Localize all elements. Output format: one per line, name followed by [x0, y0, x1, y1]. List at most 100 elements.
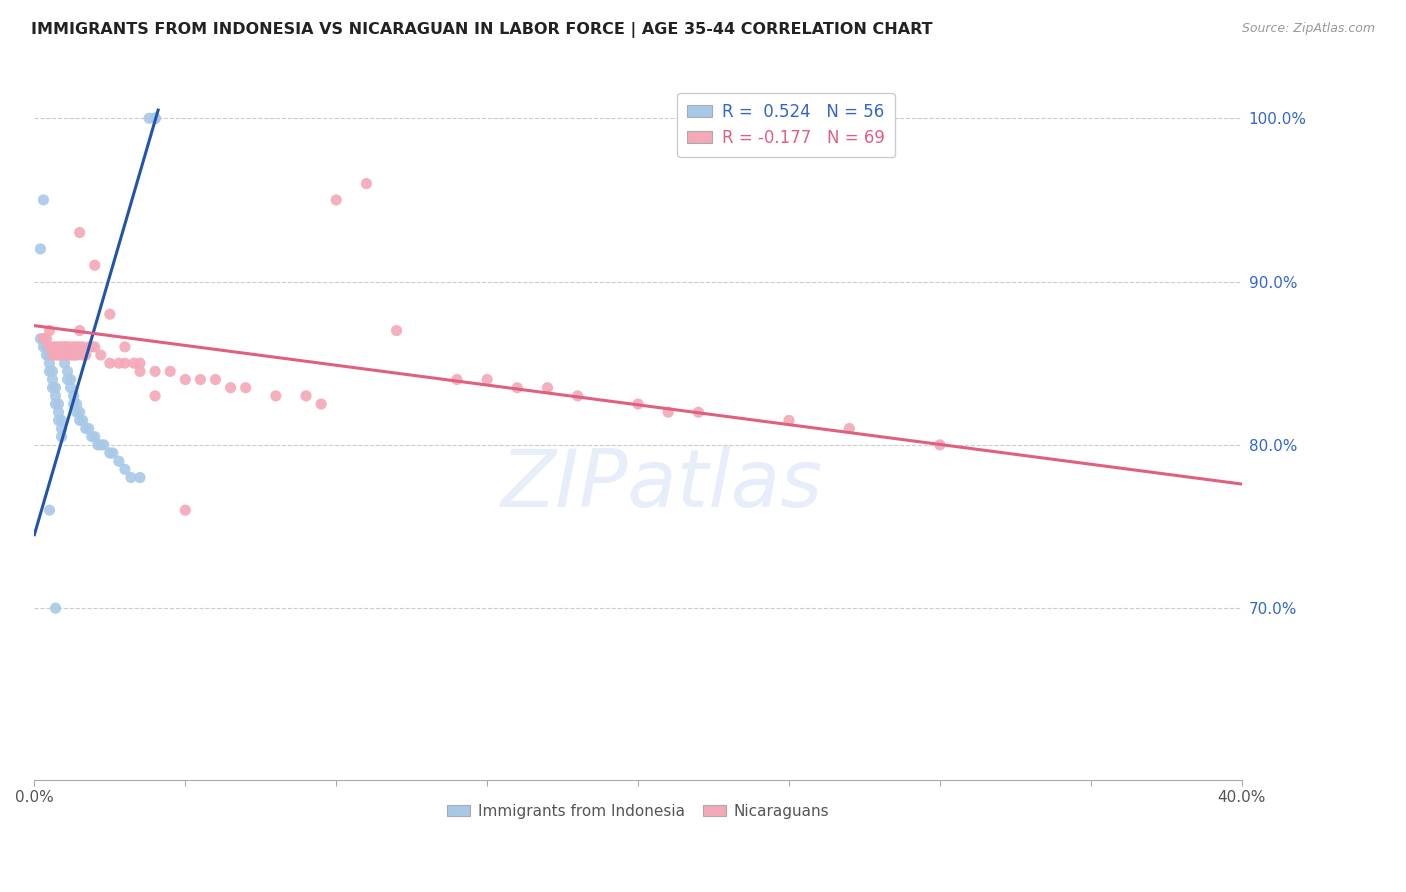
Point [35, 340, 58, 354]
Point [80, 430, 103, 444]
Point [69, 405, 91, 419]
Point [53, 340, 76, 354]
Point [235, 381, 257, 395]
Point [69, 413, 91, 427]
Point [41, 348, 63, 362]
Point [114, 462, 136, 476]
Point [41, 340, 63, 354]
Point [325, 193, 347, 207]
Point [51, 348, 73, 362]
Point [66, 348, 89, 362]
Point [59, 381, 82, 395]
Point [219, 381, 242, 395]
Point [90, 348, 112, 362]
Point [53, 348, 76, 362]
Point [32, 193, 55, 207]
Point [38, 503, 60, 517]
Point [32, 332, 55, 346]
Point [35, 332, 58, 346]
Point [59, 340, 82, 354]
Point [138, 112, 160, 126]
Point [48, 405, 70, 419]
Point [53, 356, 76, 370]
Point [62, 389, 84, 403]
Point [62, 397, 84, 411]
Point [44, 340, 66, 354]
Point [38, 340, 60, 354]
Point [80, 340, 103, 354]
Point [38, 364, 60, 378]
Point [506, 381, 529, 395]
Point [38, 356, 60, 370]
Point [56, 372, 79, 386]
Point [928, 438, 950, 452]
Point [174, 503, 197, 517]
Point [129, 356, 152, 370]
Point [122, 356, 145, 370]
Point [77, 421, 100, 435]
Point [30, 242, 52, 256]
Point [129, 364, 152, 378]
Point [51, 413, 73, 427]
Point [69, 340, 91, 354]
Point [48, 397, 70, 411]
Point [143, 364, 166, 378]
Legend: Immigrants from Indonesia, Nicaraguans: Immigrants from Indonesia, Nicaraguans [441, 797, 835, 824]
Text: ZIPatlas: ZIPatlas [501, 446, 824, 524]
Point [657, 405, 679, 419]
Point [51, 340, 73, 354]
Point [129, 470, 152, 484]
Point [48, 348, 70, 362]
Point [51, 430, 73, 444]
Point [75, 348, 97, 362]
Point [56, 364, 79, 378]
Point [688, 405, 710, 419]
Point [143, 112, 166, 126]
Point [264, 389, 287, 403]
Point [53, 348, 76, 362]
Point [38, 324, 60, 338]
Point [41, 364, 63, 378]
Point [75, 421, 97, 435]
Point [41, 372, 63, 386]
Point [143, 389, 166, 403]
Point [77, 340, 100, 354]
Point [72, 340, 94, 354]
Point [72, 413, 94, 427]
Point [41, 381, 63, 395]
Point [114, 340, 136, 354]
Point [38, 348, 60, 362]
Text: IMMIGRANTS FROM INDONESIA VS NICARAGUAN IN LABOR FORCE | AGE 35-44 CORRELATION C: IMMIGRANTS FROM INDONESIA VS NICARAGUAN … [31, 22, 932, 38]
Point [51, 421, 73, 435]
Point [69, 226, 91, 240]
Point [87, 438, 110, 452]
Point [475, 372, 498, 386]
Point [44, 601, 66, 615]
Point [204, 372, 226, 386]
Point [62, 340, 84, 354]
Point [56, 348, 79, 362]
Point [536, 381, 558, 395]
Point [56, 340, 79, 354]
Point [44, 348, 66, 362]
Point [72, 348, 94, 362]
Point [143, 112, 166, 126]
Point [83, 258, 105, 272]
Point [44, 397, 66, 411]
Point [778, 413, 800, 427]
Point [83, 430, 105, 444]
Point [143, 112, 166, 126]
Point [567, 389, 589, 403]
Point [66, 340, 89, 354]
Point [101, 446, 124, 460]
Point [44, 389, 66, 403]
Point [59, 372, 82, 386]
Point [295, 389, 318, 403]
Point [30, 332, 52, 346]
Point [190, 372, 212, 386]
Point [48, 340, 70, 354]
Point [114, 356, 136, 370]
Point [59, 348, 82, 362]
Point [309, 397, 332, 411]
Point [48, 413, 70, 427]
